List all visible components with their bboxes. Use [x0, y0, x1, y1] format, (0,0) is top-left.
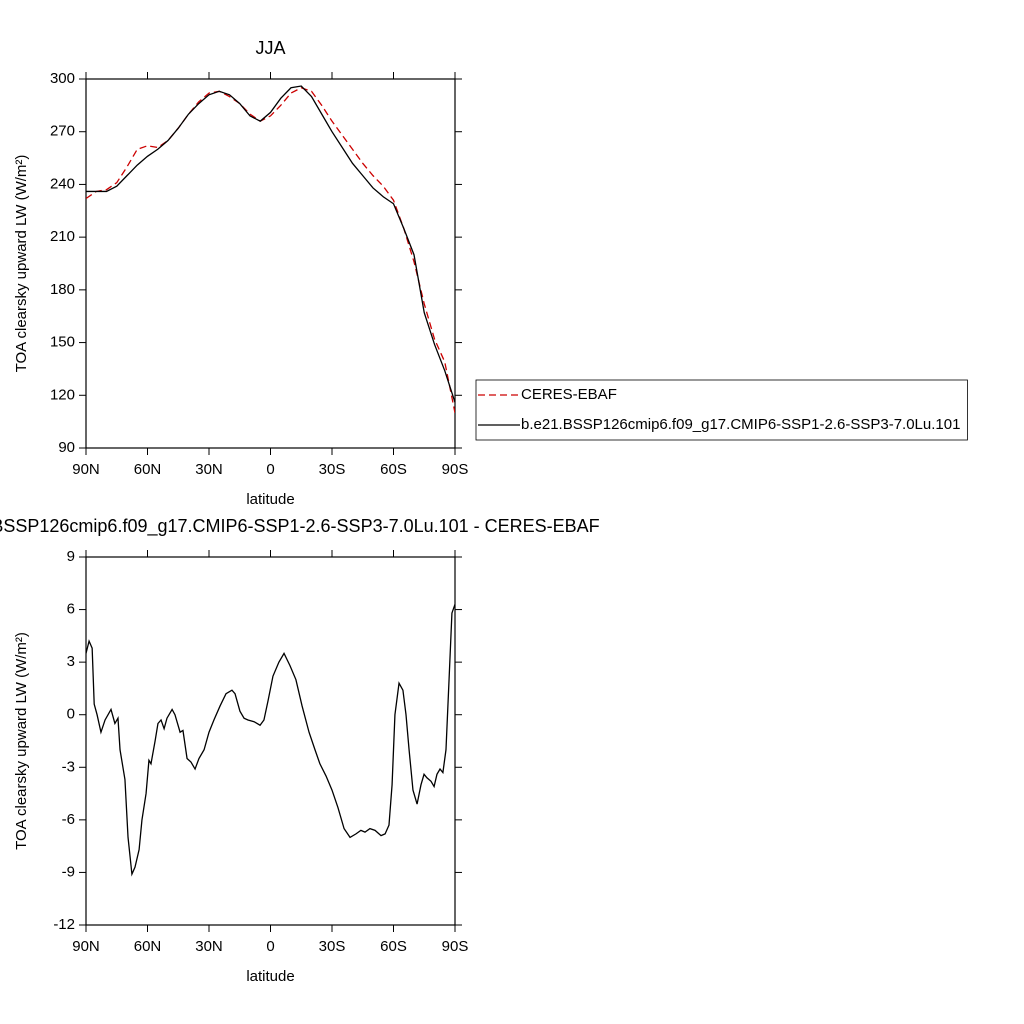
y-tick-label: -6 — [62, 811, 75, 828]
chart-title: JJA — [255, 38, 285, 58]
y-axis-label: TOA clearsky upward LW (W/m²) — [13, 155, 30, 373]
x-axis-label: latitude — [246, 968, 294, 985]
x-tick-label: 90N — [72, 938, 100, 955]
data-line — [86, 87, 455, 413]
y-tick-label: 300 — [50, 70, 75, 87]
x-tick-label: 0 — [266, 461, 274, 478]
legend-label: CERES-EBAF — [521, 386, 617, 403]
y-tick-label: 150 — [50, 334, 75, 351]
x-axis-label: latitude — [246, 491, 294, 508]
legend: CERES-EBAF b.e21.BSSP126cmip6.f09_g17.CMI… — [475, 379, 968, 441]
plot-frame — [85, 556, 456, 926]
y-axis-label: TOA clearsky upward LW (W/m²) — [13, 632, 30, 850]
y-tick-label: 120 — [50, 386, 75, 403]
y-tick-label: 240 — [50, 175, 75, 192]
y-tick-label: -12 — [53, 916, 75, 933]
y-tick-label: -3 — [62, 758, 75, 775]
x-tick-label: 60S — [380, 938, 407, 955]
y-tick-label: 180 — [50, 281, 75, 298]
x-tick-label: 60S — [380, 461, 407, 478]
x-tick-label: 30S — [319, 461, 346, 478]
y-tick-label: 6 — [67, 601, 75, 618]
x-tick-label: 0 — [266, 938, 274, 955]
legend-box — [475, 379, 968, 441]
y-tick-label: 3 — [67, 653, 75, 670]
x-tick-label: 90N — [72, 461, 100, 478]
x-tick-label: 60N — [134, 938, 162, 955]
y-tick-label: 270 — [50, 123, 75, 140]
y-tick-label: 90 — [58, 439, 75, 456]
y-tick-label: 210 — [50, 228, 75, 245]
chart-title: b.e21.BSSP126cmip6.f09_g17.CMIP6-SSP1-2.… — [0, 516, 600, 537]
data-line — [86, 604, 455, 877]
x-tick-label: 90S — [442, 938, 469, 955]
x-tick-label: 30N — [195, 461, 223, 478]
plot-frame — [85, 78, 456, 449]
x-tick-label: 60N — [134, 461, 162, 478]
data-line — [86, 85, 455, 403]
x-tick-label: 30N — [195, 938, 223, 955]
legend-label: b.e21.BSSP126cmip6.f09_g17.CMIP6-SSP1-2.… — [521, 416, 960, 433]
x-tick-label: 90S — [442, 461, 469, 478]
y-tick-label: 9 — [67, 548, 75, 565]
y-tick-label: -9 — [62, 863, 75, 880]
x-tick-label: 30S — [319, 938, 346, 955]
y-tick-label: 0 — [67, 706, 75, 723]
